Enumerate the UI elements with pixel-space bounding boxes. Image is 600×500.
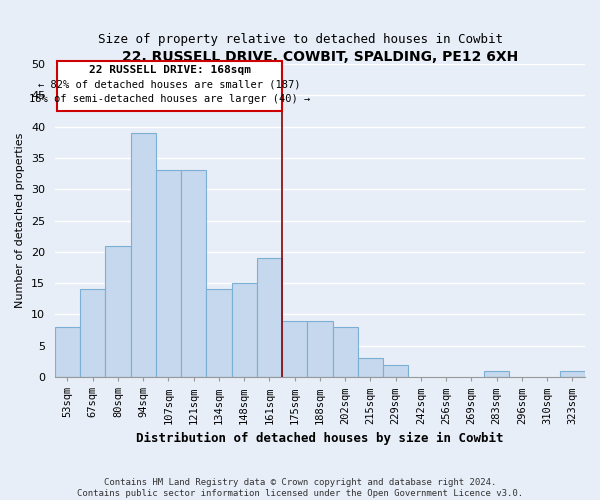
Bar xyxy=(332,327,358,377)
Bar xyxy=(358,358,383,377)
Text: ← 82% of detached houses are smaller (187): ← 82% of detached houses are smaller (18… xyxy=(38,80,301,90)
Bar xyxy=(206,290,232,377)
Bar xyxy=(484,371,509,377)
Bar xyxy=(383,364,408,377)
Text: 18% of semi-detached houses are larger (40) →: 18% of semi-detached houses are larger (… xyxy=(29,94,310,104)
Bar xyxy=(560,371,585,377)
Bar xyxy=(131,133,156,377)
Bar xyxy=(232,283,257,377)
Bar xyxy=(307,320,332,377)
Y-axis label: Number of detached properties: Number of detached properties xyxy=(16,133,25,308)
Bar xyxy=(181,170,206,377)
FancyBboxPatch shape xyxy=(58,61,282,111)
Text: Contains HM Land Registry data © Crown copyright and database right 2024.
Contai: Contains HM Land Registry data © Crown c… xyxy=(77,478,523,498)
Bar xyxy=(257,258,282,377)
Bar xyxy=(80,290,106,377)
Bar xyxy=(282,320,307,377)
Text: Size of property relative to detached houses in Cowbit: Size of property relative to detached ho… xyxy=(97,32,503,46)
Text: 22 RUSSELL DRIVE: 168sqm: 22 RUSSELL DRIVE: 168sqm xyxy=(89,66,251,76)
X-axis label: Distribution of detached houses by size in Cowbit: Distribution of detached houses by size … xyxy=(136,432,503,445)
Bar xyxy=(106,246,131,377)
Bar xyxy=(55,327,80,377)
Title: 22, RUSSELL DRIVE, COWBIT, SPALDING, PE12 6XH: 22, RUSSELL DRIVE, COWBIT, SPALDING, PE1… xyxy=(122,50,518,64)
Bar xyxy=(156,170,181,377)
